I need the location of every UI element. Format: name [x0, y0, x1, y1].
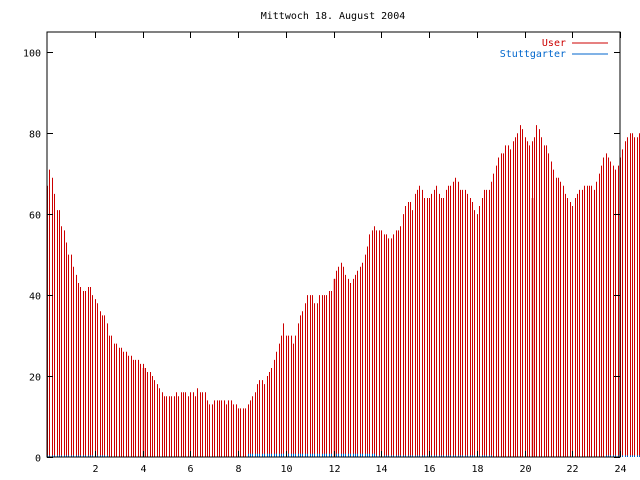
x-tick-label: 24 [614, 464, 626, 475]
legend: User Stuttgarter [500, 38, 608, 60]
y-tick-label: 40 [29, 292, 41, 303]
x-tick-label: 4 [140, 464, 146, 475]
x-tick-label: 16 [423, 464, 435, 475]
y-tick-label: 80 [29, 130, 41, 141]
y-tick-label: 20 [29, 373, 41, 384]
spikes-group [142, 197, 534, 457]
x-axis: 2 4 6 8 10 12 14 16 18 20 22 24 [92, 32, 627, 475]
x-tick-label: 10 [280, 464, 292, 475]
x-tick-label: 14 [375, 464, 387, 475]
legend-label-stuttgarter: Stuttgarter [500, 49, 566, 60]
y-tick-label: 100 [23, 49, 41, 60]
x-tick-label: 20 [519, 464, 531, 475]
chart-title: Mittwoch 18. August 2004 [261, 11, 406, 22]
legend-label-user: User [542, 38, 566, 49]
x-tick-label: 22 [566, 464, 578, 475]
x-tick-label: 18 [471, 464, 483, 475]
y-axis: 0 20 40 60 80 100 [23, 49, 620, 465]
x-tick-label: 2 [92, 464, 98, 475]
y-tick-label: 0 [35, 454, 41, 465]
x-tick-label: 8 [235, 464, 241, 475]
y-tick-label: 60 [29, 211, 41, 222]
x-tick-label: 6 [187, 464, 193, 475]
plot-frame [46, 31, 621, 458]
bars-group [47, 125, 640, 457]
x-tick-label: 12 [328, 464, 340, 475]
